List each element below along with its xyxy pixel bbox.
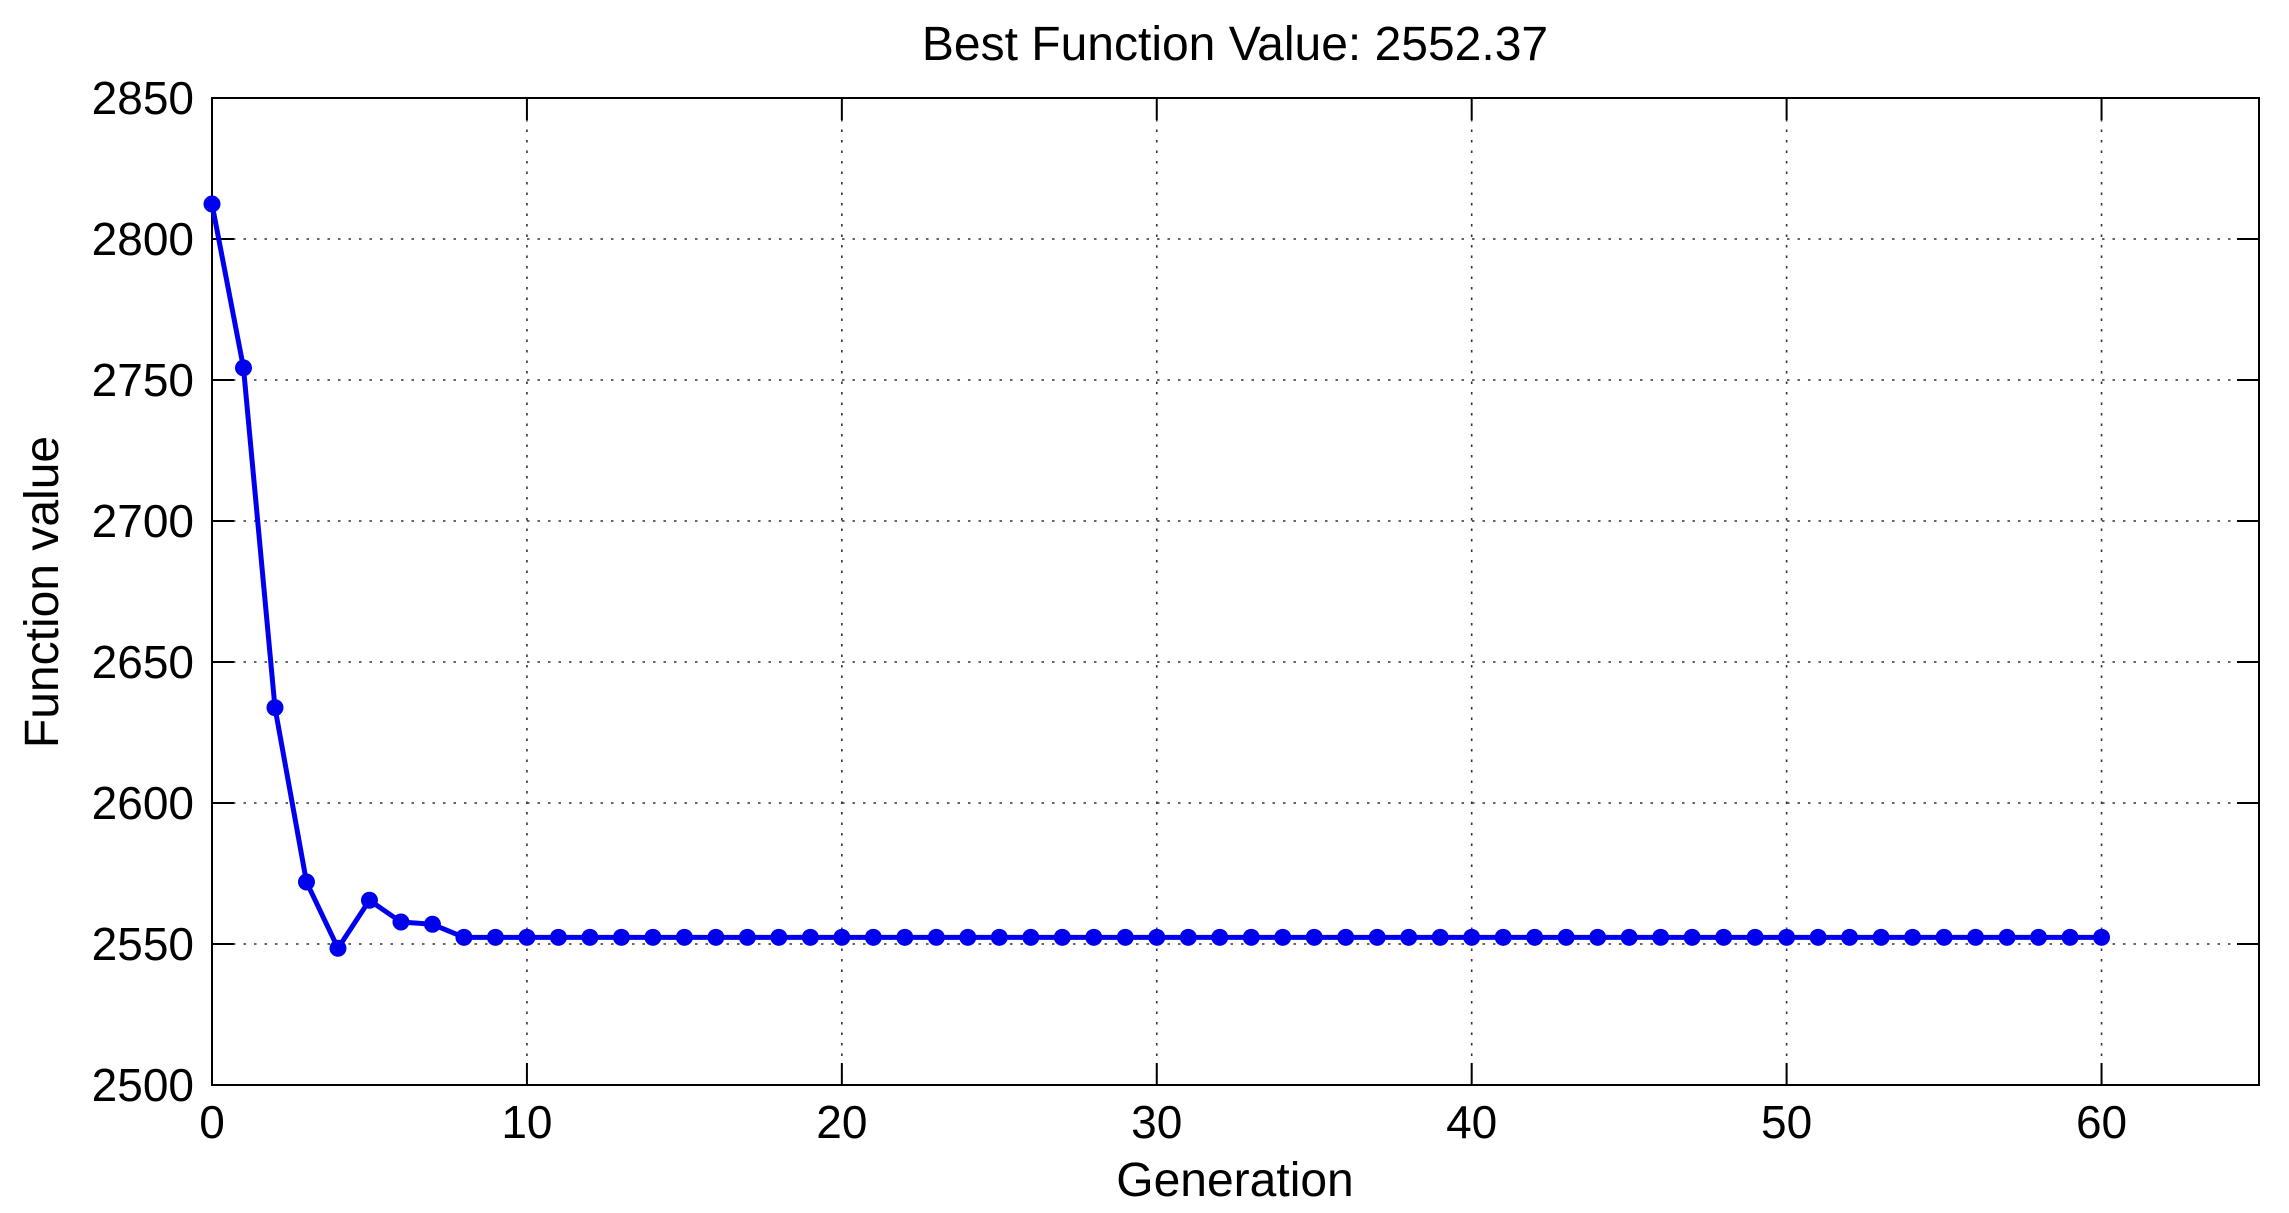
data-point-marker [2030, 928, 2048, 946]
data-point-marker [1305, 928, 1323, 946]
x-tick-label: 0 [199, 1096, 225, 1148]
data-point-marker [1998, 928, 2016, 946]
data-point-marker [1589, 928, 1607, 946]
x-tick-label: 60 [2076, 1096, 2127, 1148]
data-point-marker [1935, 928, 1953, 946]
data-point-marker [549, 928, 567, 946]
data-point-marker [896, 928, 914, 946]
data-point-marker [1274, 928, 1292, 946]
data-point-marker [329, 939, 347, 957]
x-tick-label: 50 [1761, 1096, 1812, 1148]
data-point-marker [1967, 928, 1985, 946]
data-markers [203, 195, 2111, 957]
data-point-marker [360, 891, 378, 909]
data-point-marker [1526, 928, 1544, 946]
data-point-marker [675, 928, 693, 946]
data-point-marker [990, 928, 1008, 946]
data-point-marker [1904, 928, 1922, 946]
data-point-marker [1620, 928, 1638, 946]
y-tick-label: 2700 [92, 495, 194, 547]
data-point-marker [392, 913, 410, 931]
data-point-marker [234, 359, 252, 377]
best-value-line [209, 201, 2105, 951]
y-tick-label: 2500 [92, 1059, 194, 1111]
data-point-marker [1116, 928, 1134, 946]
data-point-marker [1400, 928, 1418, 946]
data-point-marker [1053, 928, 1071, 946]
x-tick-label: 40 [1446, 1096, 1497, 1148]
data-point-marker [423, 915, 441, 933]
data-point-marker [1463, 928, 1481, 946]
data-point-marker [1242, 928, 1260, 946]
x-tick-label: 20 [816, 1096, 867, 1148]
data-point-marker [770, 928, 788, 946]
data-point-marker [959, 928, 977, 946]
data-point-marker [612, 928, 630, 946]
data-point-marker [1872, 928, 1890, 946]
data-point-marker [927, 928, 945, 946]
data-point-marker [455, 928, 473, 946]
axes-box [211, 97, 2260, 1086]
data-point-marker [1841, 928, 1859, 946]
x-tick-labels: 0 10 20 30 40 50 60 [199, 1096, 2127, 1148]
data-point-marker [486, 928, 504, 946]
data-point-marker [2061, 928, 2079, 946]
data-point-marker [581, 928, 599, 946]
data-point-marker [1148, 928, 1166, 946]
data-point-marker [801, 928, 819, 946]
data-point-marker [833, 928, 851, 946]
y-tick-labels: 2500 2550 2600 2650 2700 2750 2800 2850 [92, 72, 194, 1111]
data-point-marker [1746, 928, 1764, 946]
data-point-marker [644, 928, 662, 946]
data-point-marker [1494, 928, 1512, 946]
y-tick-label: 2550 [92, 918, 194, 970]
y-tick-label: 2650 [92, 636, 194, 688]
data-point-marker [738, 928, 756, 946]
grid [212, 98, 2259, 1085]
data-point-marker [1778, 928, 1796, 946]
x-tick-label: 30 [1131, 1096, 1182, 1148]
data-point-marker [1652, 928, 1670, 946]
data-point-marker [1683, 928, 1701, 946]
data-point-marker [707, 928, 725, 946]
y-tick-label: 2750 [92, 354, 194, 406]
data-point-marker [1337, 928, 1355, 946]
data-point-marker [864, 928, 882, 946]
data-point-marker [1179, 928, 1197, 946]
y-tick-label: 2600 [92, 777, 194, 829]
y-axis-label: Function value [16, 436, 69, 748]
data-point-marker [2093, 928, 2111, 946]
data-point-marker [297, 873, 315, 891]
data-point-marker [1368, 928, 1386, 946]
data-point-marker [1431, 928, 1449, 946]
data-point-marker [1557, 928, 1575, 946]
data-point-marker [203, 195, 221, 213]
data-point-marker [518, 928, 536, 946]
y-tick-label: 2850 [92, 72, 194, 124]
x-tick-label: 10 [501, 1096, 552, 1148]
x-axis-label: Generation [1116, 1154, 1354, 1207]
data-point-marker [1211, 928, 1229, 946]
y-tick-label: 2800 [92, 213, 194, 265]
data-point-marker [1809, 928, 1827, 946]
data-point-marker [1022, 928, 1040, 946]
chart-title: Best Function Value: 2552.37 [922, 18, 1548, 71]
data-point-marker [1085, 928, 1103, 946]
data-point-marker [1715, 928, 1733, 946]
data-point-marker [266, 699, 284, 717]
